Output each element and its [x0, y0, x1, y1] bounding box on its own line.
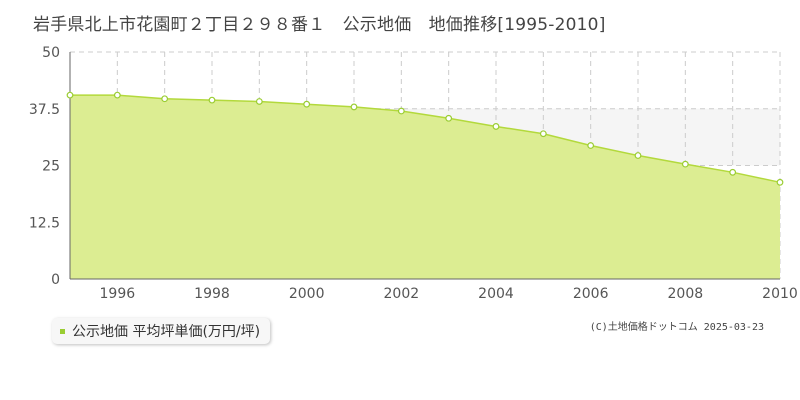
data-point: [208, 96, 216, 104]
x-tick-label: 2010: [762, 286, 798, 302]
y-tick-label: 37.5: [29, 102, 60, 118]
data-point: [634, 152, 642, 159]
x-tick-label: 2002: [384, 286, 420, 302]
data-point: [113, 91, 121, 99]
legend-label: 公示地価 平均坪単価(万円/坪): [72, 324, 261, 340]
data-point: [255, 98, 263, 105]
x-tick-label: 2006: [573, 286, 609, 302]
x-tick-label: 2004: [478, 286, 514, 302]
y-tick-label: 0: [51, 272, 60, 288]
x-tick-label: 1998: [194, 286, 230, 302]
data-points: [66, 91, 784, 186]
axes: [69, 52, 780, 280]
data-point: [539, 130, 547, 138]
series-line: [70, 94, 781, 184]
data-point: [397, 107, 405, 115]
data-point: [776, 178, 784, 186]
copyright: (C)土地価格ドットコム 2025-03-23: [589, 322, 764, 333]
area-fill: [70, 95, 780, 279]
data-point: [587, 142, 595, 149]
x-tick-label: 1996: [100, 286, 136, 302]
data-area: [70, 94, 781, 279]
y-tick-label: 25: [42, 159, 60, 175]
x-tick-labels: 1996 1998 2000 2002 2004 2006 2008 2010: [100, 286, 798, 302]
data-point: [729, 168, 737, 176]
data-point: [681, 160, 689, 168]
data-point: [350, 103, 358, 111]
y-tick-label: 50: [42, 45, 60, 61]
data-point: [445, 114, 453, 122]
y-tick-labels: 0 12.5 25 37.5 50: [29, 45, 60, 288]
data-point: [161, 95, 169, 103]
chart-title: 岩手県北上市花園町２丁目２９８番１ 公示地価 地価推移[1995-2010]: [33, 15, 606, 35]
legend: 公示地価 平均坪単価(万円/坪): [52, 318, 271, 344]
x-tick-label: 2000: [289, 286, 325, 302]
data-point: [66, 91, 74, 99]
x-tick-label: 2008: [668, 286, 704, 302]
y-tick-label: 12.5: [29, 215, 60, 231]
legend-marker: [60, 328, 65, 334]
data-point: [303, 100, 311, 108]
data-point: [492, 123, 500, 130]
